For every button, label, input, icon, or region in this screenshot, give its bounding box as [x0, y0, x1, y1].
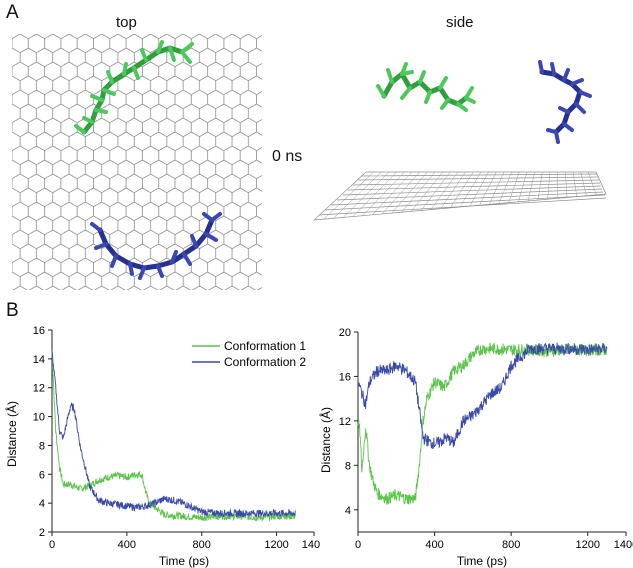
peptide-conformation-1 — [74, 40, 194, 135]
y-tick-label: 6 — [39, 469, 45, 481]
y-tick-label: 8 — [39, 440, 45, 452]
y-tick-label: 4 — [345, 505, 351, 517]
side-view-label: side — [446, 14, 474, 31]
x-tick-label: 800 — [193, 539, 211, 551]
y-tick-label: 20 — [339, 327, 351, 339]
y-tick-label: 2 — [39, 527, 45, 539]
graphene-column-line — [537, 171, 543, 201]
chart-left-series — [51, 349, 296, 522]
legend-label-conformation-2: Conformation 2 — [224, 355, 306, 369]
graphene-column-line — [381, 171, 420, 215]
y-tick-label: 14 — [33, 354, 45, 366]
chart-right-ylabel: Distance (Å) — [318, 407, 333, 473]
graphene-column-line — [459, 171, 482, 208]
graphene-column-line — [420, 171, 451, 211]
x-tick-label: 1400 — [614, 539, 633, 551]
y-tick-label: 12 — [33, 383, 45, 395]
chart-left-legend: Conformation 1 Conformation 2 — [192, 339, 306, 369]
time-point-label: 0 ns — [272, 148, 303, 165]
chart-left-ylabel: Distance (Å) — [4, 401, 19, 467]
graphene-side-view — [313, 60, 607, 221]
y-tick-label: 8 — [345, 460, 351, 472]
graphene-column-line — [372, 171, 413, 215]
y-tick-label: 12 — [339, 416, 351, 428]
graphene-column-line — [440, 171, 466, 209]
graphene-top-view — [12, 34, 262, 290]
chart-right-ticks: 0 400 800 1200 1400 4 8 12 16 20 — [339, 327, 633, 551]
graphene-column-line — [572, 171, 578, 197]
graphene-column-line — [547, 171, 551, 200]
graphene-column-line — [580, 171, 587, 196]
chart-right-axes — [357, 332, 626, 533]
axis-lines — [357, 332, 626, 533]
x-tick-label: 1200 — [264, 539, 288, 551]
graphene-column-line — [565, 171, 568, 198]
legend-label-conformation-1: Conformation 1 — [224, 339, 306, 353]
graphene-column-line — [595, 171, 607, 195]
x-tick-label: 0 — [355, 539, 361, 551]
graphene-sheet-columns — [313, 171, 607, 221]
graphene-column-line — [479, 171, 497, 206]
graphene-column-line — [508, 171, 520, 203]
graphene-column-line — [469, 171, 489, 207]
x-tick-label: 1200 — [575, 539, 599, 551]
graphene-sheet-perspective — [313, 171, 607, 221]
x-tick-label: 800 — [502, 539, 520, 551]
chart-right-xlabel: Time (ps) — [457, 554, 507, 568]
graphene-column-line — [362, 171, 405, 216]
graphene-column-line — [498, 171, 512, 204]
chart-left-ticks: 0 400 800 1200 1400 2 4 6 8 10 12 14 16 — [33, 325, 320, 551]
chart-right-series — [357, 342, 608, 506]
graphene-column-line — [411, 171, 443, 212]
graphene-column-line — [313, 171, 367, 221]
x-tick-label: 400 — [118, 539, 136, 551]
x-tick-label: 1400 — [302, 539, 320, 551]
graphene-column-line — [343, 171, 390, 218]
peptide-side-conformation-1 — [376, 62, 476, 112]
y-tick-label: 10 — [33, 412, 45, 424]
x-tick-label: 400 — [425, 539, 443, 551]
graphene-column-line — [450, 171, 474, 209]
panel-b-label: B — [6, 300, 19, 321]
panel-a-label: A — [6, 2, 19, 23]
graphene-column-line — [488, 171, 505, 205]
graphene-column-line — [401, 171, 436, 213]
series-line-conformation-2 — [357, 342, 608, 450]
y-tick-label: 16 — [33, 325, 45, 337]
series-line-conformation-1 — [51, 351, 296, 522]
graphene-column-line — [430, 171, 459, 210]
graphene-column-line — [323, 171, 374, 220]
peptide-conformation-2 — [90, 212, 222, 280]
peptide-side-conformation-2 — [538, 60, 592, 144]
graphene-column-line — [352, 171, 397, 217]
chart-left: 0 400 800 1200 1400 2 4 6 8 10 12 14 16 Time (ps) Di… — [4, 325, 320, 568]
graphene-column-line — [391, 171, 428, 214]
y-tick-label: 16 — [339, 371, 351, 383]
graphene-column-line — [588, 171, 597, 195]
top-view-label: top — [116, 14, 137, 31]
x-tick-label: 0 — [49, 539, 55, 551]
graphene-column-line — [518, 171, 528, 202]
y-tick-label: 4 — [39, 498, 45, 510]
graphene-column-line — [333, 171, 382, 219]
graphene-column-line — [527, 171, 535, 201]
chart-left-xlabel: Time (ps) — [159, 554, 209, 568]
series-line-conformation-2 — [51, 349, 296, 518]
chart-right: 0 400 800 1200 1400 4 8 12 16 20 Time (ps) Distan… — [318, 327, 633, 568]
